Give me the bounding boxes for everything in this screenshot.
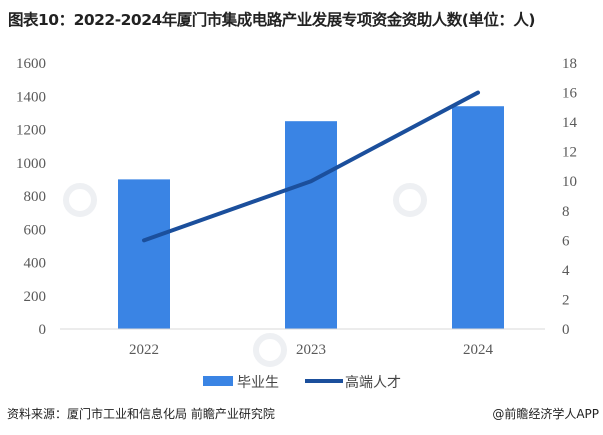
watermark-logo-icon [63, 183, 97, 217]
watermark-logo-icon [393, 183, 427, 217]
left-tick-label: 1600 [16, 56, 46, 72]
right-tick-label: 10 [562, 174, 577, 190]
left-tick-label: 400 [24, 256, 47, 272]
watermark [63, 183, 427, 367]
left-tick-label: 0 [39, 322, 47, 338]
legend-label-bar: 毕业生 [237, 375, 279, 391]
legend-label-line: 高端人才 [345, 374, 401, 391]
right-tick-label: 18 [562, 56, 577, 72]
left-tick-label: 1200 [16, 123, 46, 139]
bar-2024 [452, 106, 504, 329]
left-tick-label: 600 [24, 222, 47, 238]
right-tick-label: 6 [562, 233, 570, 249]
right-tick-label: 0 [562, 322, 570, 338]
right-tick-label: 8 [562, 204, 570, 220]
chart-title: 图表10：2022-2024年厦门市集成电路产业发展专项资金资助人数(单位：人) [8, 11, 535, 29]
x-tick-label: 2023 [296, 342, 326, 358]
right-tick-label: 16 [562, 86, 578, 102]
right-tick-label: 14 [562, 115, 578, 131]
right-tick-label: 2 [562, 292, 570, 308]
source-note: 资料来源：厦门市工业和信息化局 前瞻产业研究院 [7, 407, 275, 421]
x-tick-label: 2024 [463, 342, 494, 358]
x-tick-label: 2022 [129, 342, 159, 358]
left-tick-label: 1400 [16, 89, 46, 105]
bar-2022 [118, 179, 170, 329]
right-axis-ticks: 0 2 4 6 8 10 12 14 16 18 [562, 56, 578, 338]
bar-2023 [285, 121, 337, 329]
line-高端人才 [142, 90, 480, 243]
legend-swatch-bar [203, 376, 233, 386]
right-tick-label: 12 [562, 145, 577, 161]
bar-series [118, 106, 504, 329]
left-tick-label: 1000 [16, 156, 46, 172]
right-tick-label: 4 [562, 263, 570, 279]
x-axis-ticks: 2022 2023 2024 [129, 342, 494, 358]
left-axis-ticks: 0 200 400 600 800 1000 1200 1400 1600 [16, 56, 46, 338]
watermark-logo-icon [253, 333, 287, 367]
credit: @前瞻经济学人APP [492, 407, 599, 421]
left-tick-label: 800 [24, 189, 47, 205]
left-tick-label: 200 [24, 289, 47, 305]
